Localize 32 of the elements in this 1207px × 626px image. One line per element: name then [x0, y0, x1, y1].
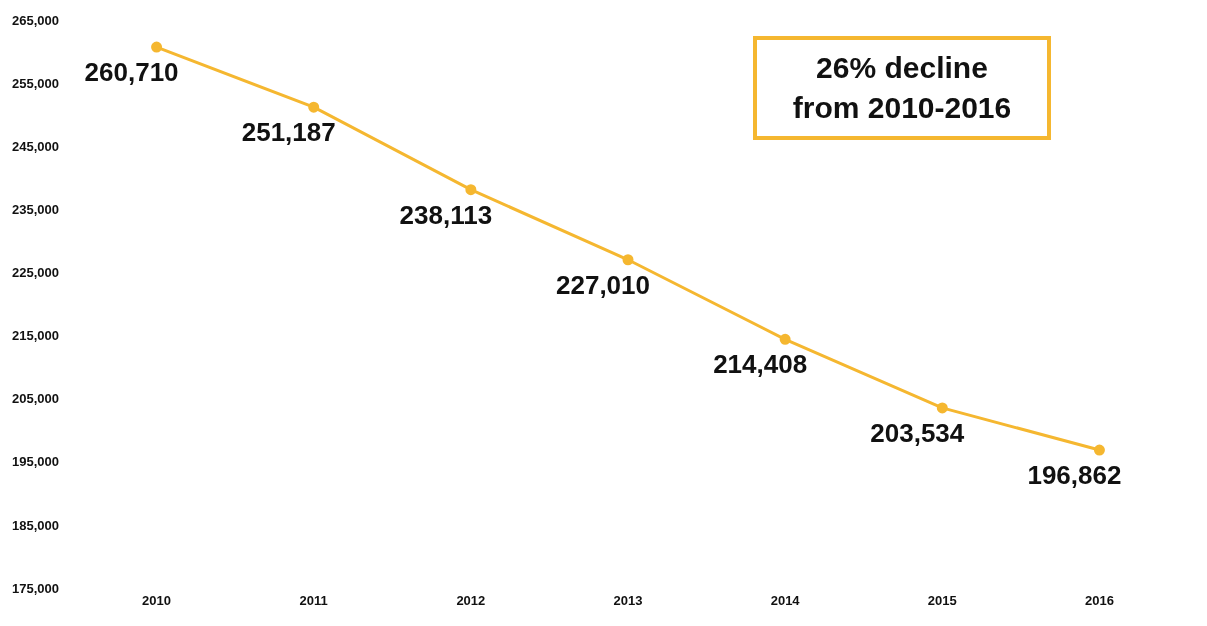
y-tick-label: 255,000	[12, 75, 59, 91]
point	[936, 402, 948, 414]
data-label: 227,010	[556, 269, 650, 300]
y-tick-label: 215,000	[12, 328, 59, 344]
point	[151, 41, 163, 53]
y-tick-label: 245,000	[12, 138, 59, 154]
y-tick-label: 265,000	[12, 12, 59, 28]
point	[779, 333, 791, 345]
y-tick-label: 195,000	[12, 454, 59, 470]
point	[308, 101, 320, 113]
data-label: 196,862	[1027, 460, 1122, 491]
y-tick-label: 185,000	[12, 517, 59, 533]
annotation: 26% decline from 2010-2016	[753, 36, 1051, 140]
x-tick-label: 2010	[142, 593, 172, 609]
point	[465, 184, 477, 196]
point	[1093, 444, 1105, 456]
point	[622, 254, 634, 266]
y-tick-label: 225,000	[12, 265, 59, 281]
data-label: 214,408	[713, 349, 808, 380]
data-label: 260,710	[84, 57, 179, 88]
x-tick-label: 2012	[456, 593, 486, 609]
x-tick-label: 2013	[613, 593, 643, 609]
data-label: 238,113	[399, 199, 493, 230]
y-tick-label: 235,000	[12, 201, 59, 217]
x-tick-label: 2014	[770, 593, 801, 609]
y-tick-label: 175,000	[12, 580, 59, 596]
x-tick-label: 2011	[299, 593, 328, 609]
data-label: 251,187	[241, 117, 336, 148]
data-label: 203,534	[870, 417, 965, 448]
x-tick-label: 2016	[1084, 593, 1114, 609]
x-tick-label: 2015	[927, 593, 957, 609]
y-tick-label: 205,000	[12, 391, 59, 407]
